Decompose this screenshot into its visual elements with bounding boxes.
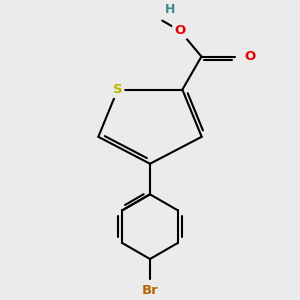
Text: O: O bbox=[244, 50, 255, 63]
Text: H: H bbox=[164, 3, 175, 16]
Text: S: S bbox=[113, 83, 122, 96]
Text: O: O bbox=[174, 24, 185, 37]
Text: Br: Br bbox=[142, 284, 158, 297]
